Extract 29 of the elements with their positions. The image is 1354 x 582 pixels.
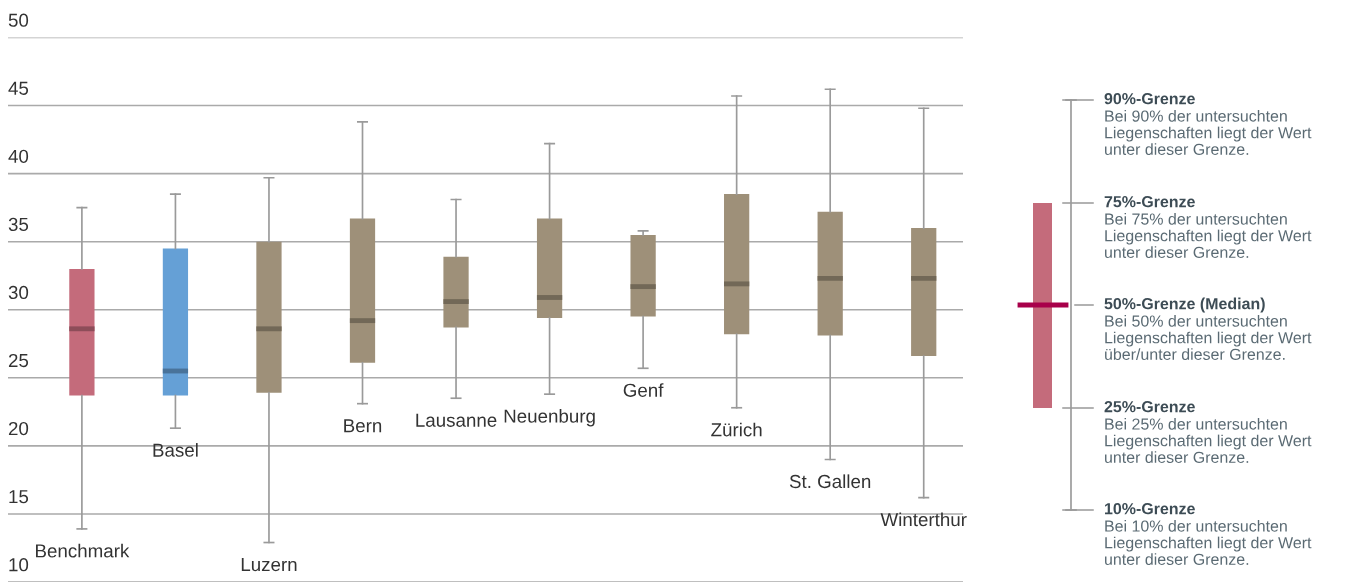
text: Bei 75% der untersuchten Liegenschaften liegt der Wert unter dieser Grenze. bbox=[1105, 213, 1312, 258]
y-tick-label: 10 bbox=[9, 558, 29, 572]
y-tick-label: 30 bbox=[8, 285, 29, 300]
x-tick-label: Lausanne bbox=[416, 413, 497, 427]
x-tick-label: Luzern bbox=[241, 558, 297, 572]
y-tick-label: 45 bbox=[8, 81, 29, 95]
y-tick-label: 15 bbox=[9, 490, 29, 504]
y-tick-label: 25 bbox=[8, 353, 29, 368]
x-tick-label: Bern bbox=[344, 419, 382, 433]
text: 25%-Grenze bbox=[1104, 400, 1195, 413]
x-tick-label: Genf bbox=[623, 383, 664, 397]
x-tick-label: Winterthur bbox=[880, 512, 967, 527]
x-tick-label: Benchmark bbox=[36, 543, 130, 558]
text: 50%-Grenze (Median) bbox=[1104, 297, 1265, 313]
x-tick-label: Neuenburg bbox=[504, 409, 595, 427]
text: 10%-Grenze bbox=[1105, 502, 1195, 515]
x-tick-label: St. Gallen bbox=[789, 474, 871, 489]
x-tick-label: Basel bbox=[153, 443, 198, 457]
y-tick-label: 20 bbox=[8, 421, 29, 436]
text: Bei 10% der untersuchten Liegenschaften liegt der Wert unter dieser Grenze. bbox=[1105, 520, 1312, 565]
text: Bei 25% der untersuchten Liegenschaften liegt der Wert unter dieser Grenze. bbox=[1105, 418, 1312, 463]
y-tick-label: 40 bbox=[8, 149, 29, 163]
text: 90%-Grenze bbox=[1104, 92, 1195, 105]
text: 75%-Grenze bbox=[1104, 195, 1195, 208]
y-tick-label: 50 bbox=[8, 13, 29, 27]
y-tick-label: 35 bbox=[8, 217, 29, 232]
text: Bei 90% der untersuchten Liegenschaften liegt der Wert unter dieser Grenze. bbox=[1105, 110, 1312, 155]
text: Bei 50% der untersuchten Liegenschaften liegt der Wert über/unter dieser Grenze. bbox=[1105, 315, 1312, 360]
x-tick-label: Zürich bbox=[711, 422, 762, 437]
